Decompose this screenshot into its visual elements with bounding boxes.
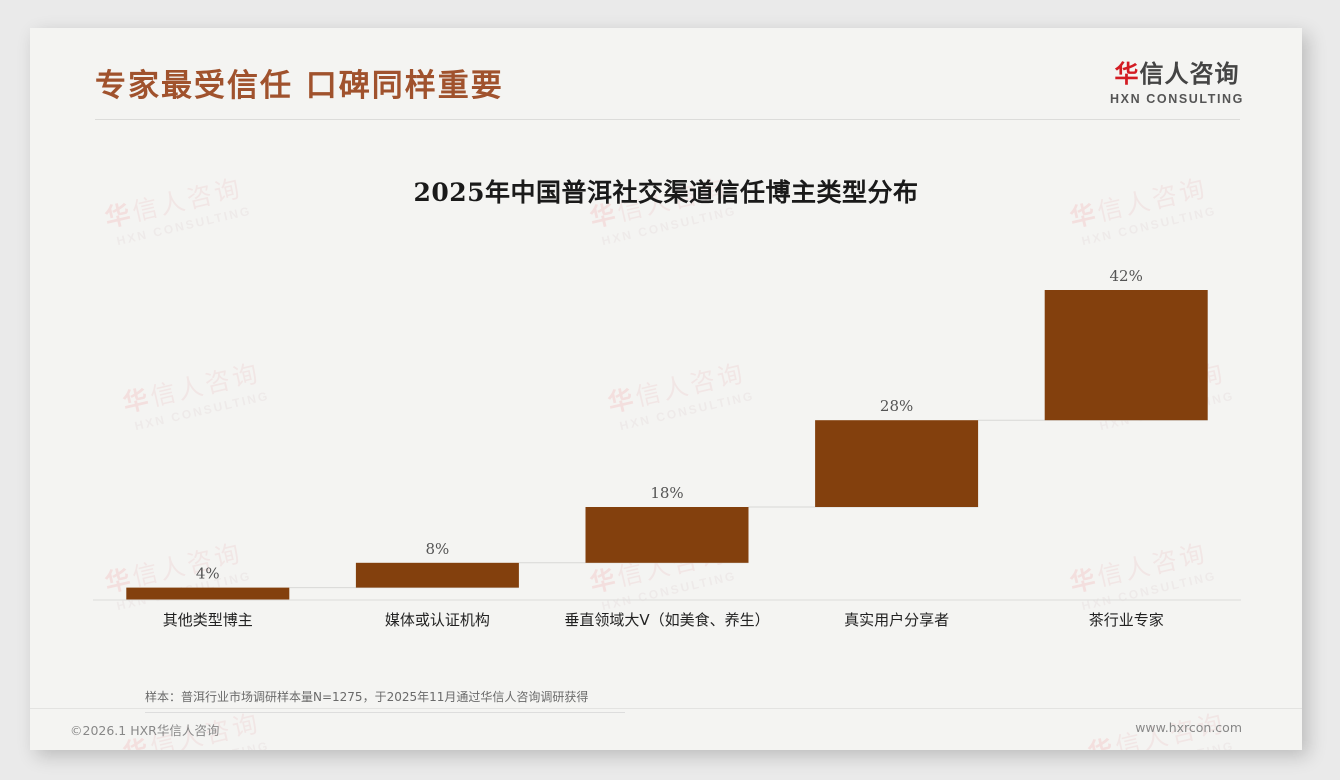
slide-header: 专家最受信任 口碑同样重要 华信人咨询 HXN CONSULTING bbox=[30, 28, 1302, 120]
bar-value-label-2: 8% bbox=[426, 540, 450, 558]
chart-title: 2025年中国普洱社交渠道信任博主类型分布 bbox=[413, 178, 919, 207]
page-title: 专家最受信任 口碑同样重要 bbox=[95, 68, 504, 104]
bar-value-labels: 4% 8% 18% 28% 42% bbox=[196, 267, 1143, 583]
category-label-1: 其他类型博主 bbox=[163, 611, 253, 629]
footer-website: www.hxrcon.com bbox=[1135, 720, 1242, 735]
category-axis-labels: 其他类型博主 媒体或认证机构 垂直领域大V（如美食、养生） 真实用户分享者 茶行业专家 bbox=[163, 611, 1164, 629]
category-label-5: 茶行业专家 bbox=[1089, 611, 1164, 629]
footnote-text: 样本：普洱行业市场调研样本量N=1275，于2025年11月通过华信人咨询调研获… bbox=[145, 690, 589, 704]
logo-accent-char: 华 bbox=[1114, 60, 1140, 88]
bar-value-label-3: 18% bbox=[650, 484, 683, 502]
bar-value-label-5: 42% bbox=[1110, 267, 1143, 285]
bar-1 bbox=[126, 587, 290, 600]
header-divider bbox=[95, 119, 1240, 120]
footnote-divider bbox=[145, 712, 625, 713]
waterfall-chart: 4% 8% 18% 28% 42% 其他类型博主 媒体或认证机构 垂直领域大V（如美食、养生… bbox=[93, 243, 1241, 633]
bar-value-label-1: 4% bbox=[196, 565, 220, 583]
slide-footer: ©2026.1 HXR华信人咨询 www.hxrcon.com bbox=[30, 708, 1302, 750]
bar-4 bbox=[815, 420, 979, 507]
slide-canvas: 华信人咨询 HXN CONSULTING 华信人咨询 HXN CONSULTING 华信… bbox=[30, 28, 1302, 750]
bar-3 bbox=[585, 507, 749, 563]
category-label-4: 真实用户分享者 bbox=[844, 611, 949, 629]
bar-value-label-4: 28% bbox=[880, 397, 913, 415]
bar-5 bbox=[1044, 290, 1208, 421]
logo-rest-chars: 信人咨询 bbox=[1139, 60, 1240, 88]
company-logo: 华信人咨询 HXN CONSULTING bbox=[1110, 54, 1244, 106]
category-label-2: 媒体或认证机构 bbox=[385, 611, 490, 629]
category-label-3: 垂直领域大V（如美食、养生） bbox=[564, 611, 769, 629]
bar-series bbox=[126, 290, 1208, 600]
footer-divider bbox=[30, 708, 1302, 709]
chart-svg: 4% 8% 18% 28% 42% 其他类型博主 媒体或认证机构 垂直领域大V（如美食、养生… bbox=[93, 267, 1241, 629]
bar-2 bbox=[355, 562, 519, 588]
footer-copyright: ©2026.1 HXR华信人咨询 bbox=[70, 723, 220, 738]
logo-chinese-text: 华信人咨询 bbox=[1110, 54, 1244, 89]
footnote-block: 样本：普洱行业市场调研样本量N=1275，于2025年11月通过华信人咨询调研获… bbox=[105, 688, 1235, 713]
logo-english-text: HXN CONSULTING bbox=[1110, 92, 1244, 106]
